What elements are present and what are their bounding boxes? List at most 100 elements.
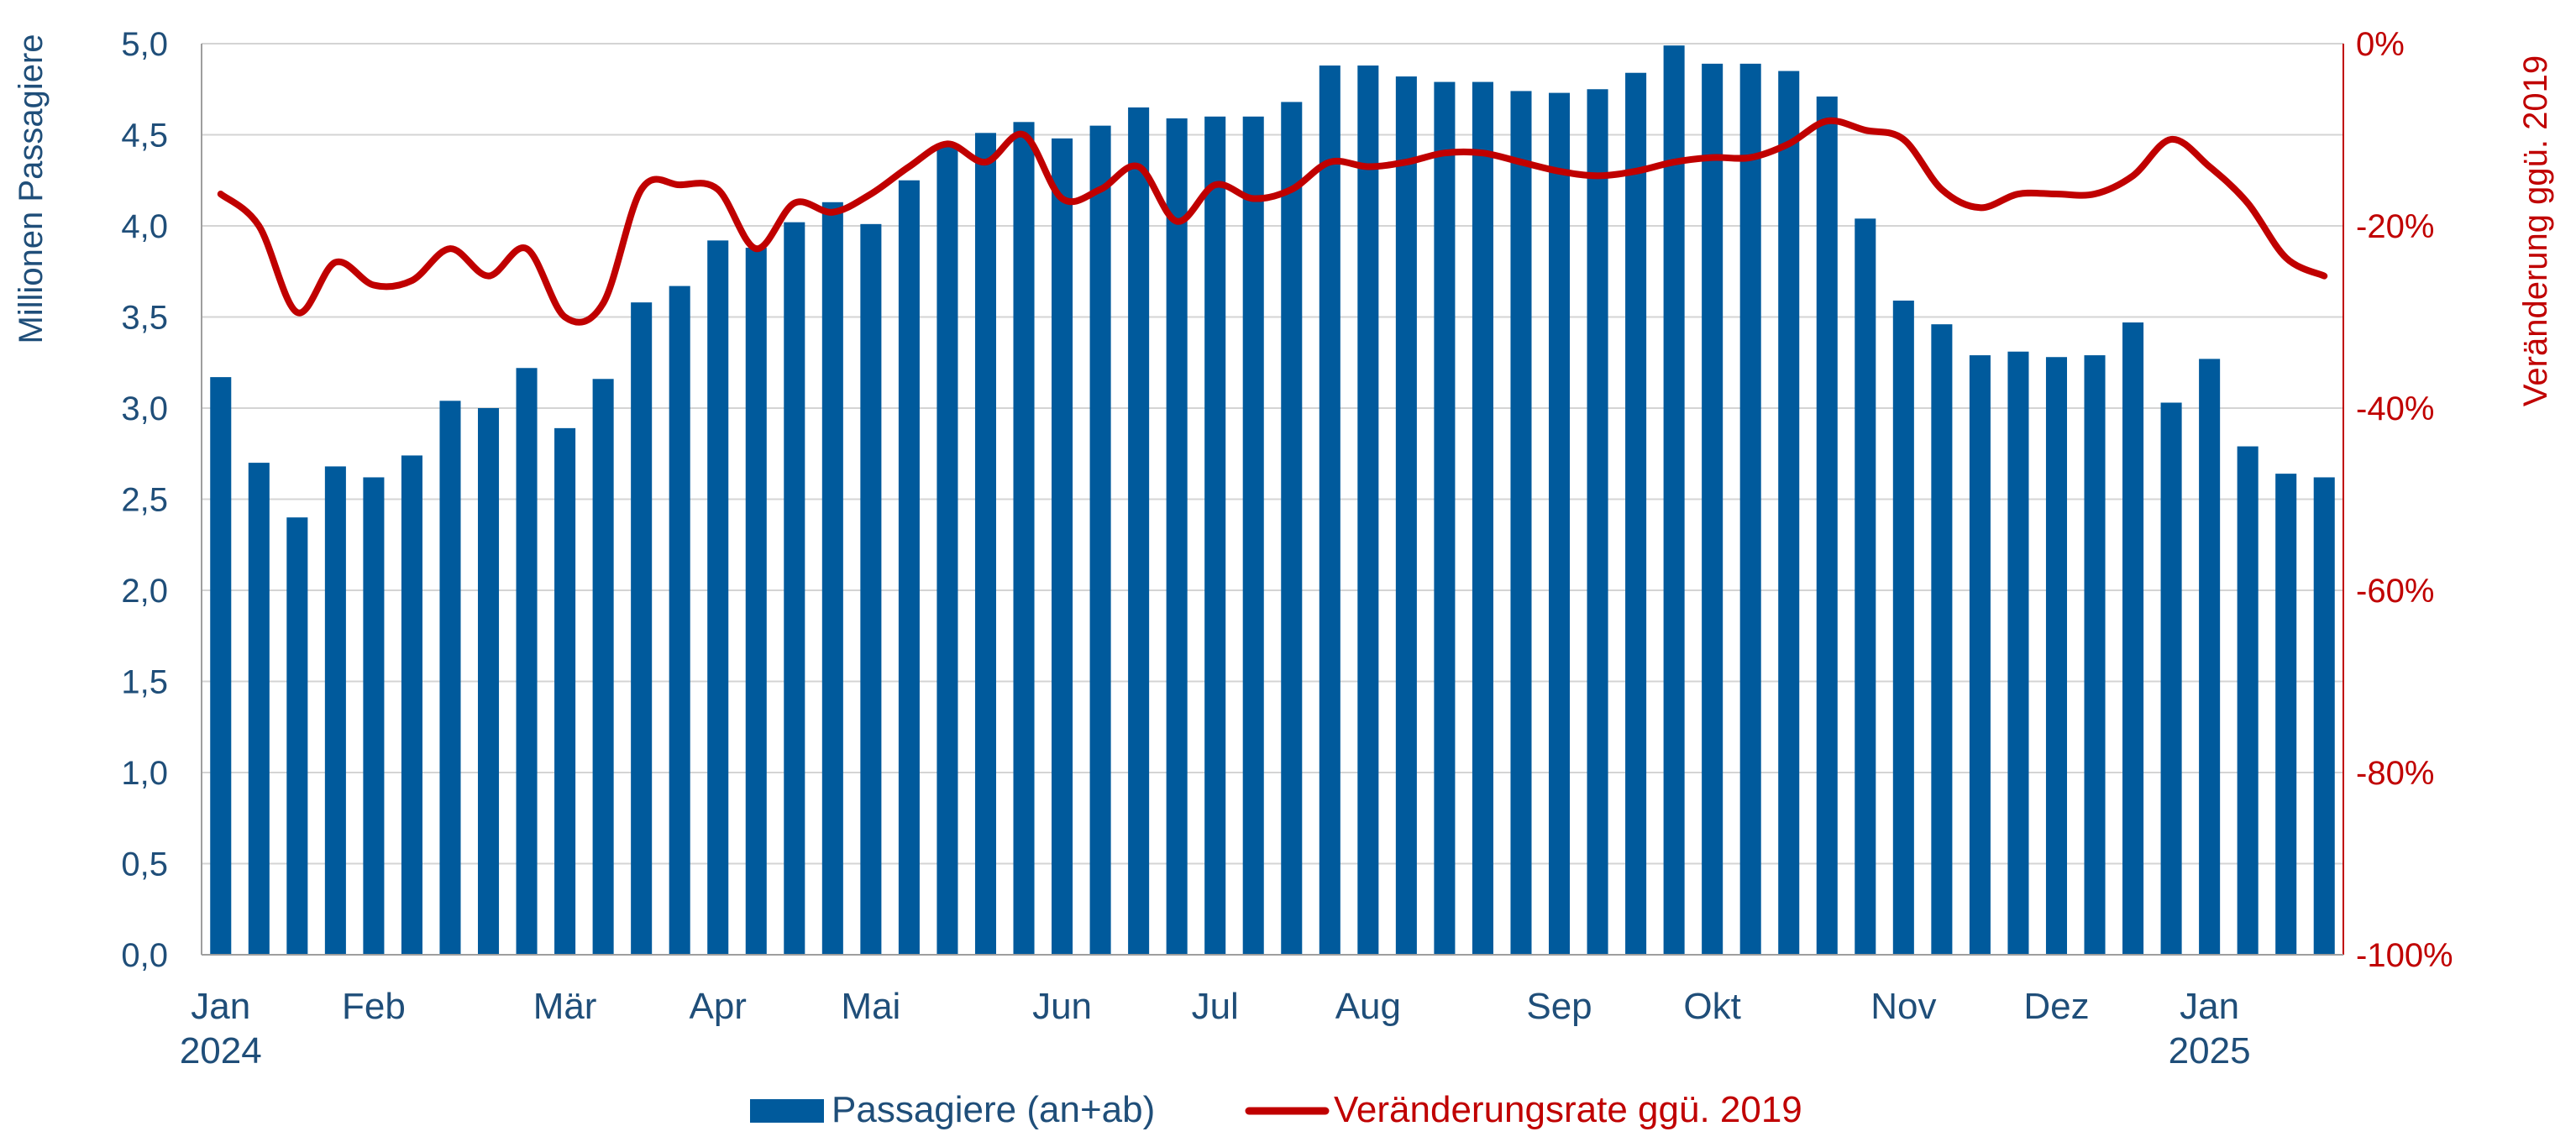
bar: [707, 240, 729, 955]
bar: [2007, 351, 2029, 956]
y-tick-label: 0,0: [121, 937, 168, 974]
bar: [363, 477, 385, 955]
bar: [2313, 477, 2335, 955]
x-tick-label: Jan: [2180, 986, 2239, 1027]
y-tick-label: 3,0: [121, 390, 168, 427]
x-tick-label: Jan: [191, 986, 250, 1027]
x-tick-label: Sep: [1526, 986, 1592, 1027]
bar: [898, 180, 920, 955]
bar: [1242, 116, 1264, 956]
y-tick-label: 1,5: [121, 664, 168, 701]
bar: [1434, 81, 1456, 956]
bar: [860, 223, 882, 956]
bar: [324, 466, 346, 955]
bar: [1816, 96, 1838, 956]
bar: [1281, 102, 1303, 955]
y2-tick-label: -100%: [2356, 937, 2453, 974]
y-tick-label: 2,0: [121, 573, 168, 610]
bar: [974, 133, 997, 955]
axes: [201, 44, 2344, 956]
bar: [821, 202, 843, 956]
bar: [1052, 138, 1073, 956]
y2-tick-label: 0%: [2356, 26, 2405, 63]
bar: [1625, 72, 1647, 956]
x-tick-label: Aug: [1335, 986, 1401, 1027]
y-tick-label: 4,5: [121, 118, 168, 155]
x-year-label: 2024: [180, 1030, 262, 1071]
x-tick-label: Dez: [2023, 986, 2089, 1027]
bar: [210, 377, 232, 955]
bar: [1357, 65, 1379, 955]
bar: [1395, 76, 1417, 955]
bar: [554, 427, 576, 955]
bar: [631, 302, 653, 955]
legend-bar-label: Passagiere (an+ab): [832, 1089, 1155, 1130]
bar: [2199, 359, 2221, 955]
y-tick-label: 3,5: [121, 300, 168, 337]
bar: [1089, 125, 1111, 955]
x-tick-label: Nov: [1870, 986, 1936, 1027]
y-tick-label: 2,5: [121, 482, 168, 519]
bar: [1319, 65, 1340, 955]
bar: [1587, 89, 1608, 955]
bar: [1166, 118, 1188, 956]
y2-axis-title: Veränderung ggü. 2019: [2517, 55, 2554, 406]
bar: [248, 463, 270, 955]
bar: [286, 517, 308, 955]
bar: [1892, 300, 1914, 956]
bar: [1969, 355, 1991, 955]
bar: [401, 455, 422, 955]
x-tick-label: Jun: [1032, 986, 1092, 1027]
bar: [2084, 355, 2106, 955]
x-tick-label: Mai: [841, 986, 900, 1027]
legend-bar-swatch: [750, 1099, 824, 1123]
right-tick-labels: -100% -80% -60% -40% -20% 0%: [2356, 26, 2453, 974]
bar: [439, 401, 461, 955]
bar: [1472, 81, 1493, 956]
y-axis-title: Millionen Passagiere: [13, 34, 50, 343]
bar: [669, 286, 690, 955]
y-tick-label: 4,0: [121, 208, 168, 245]
bar: [2045, 357, 2068, 955]
bar: [1128, 107, 1150, 955]
y-tick-label: 0,5: [121, 846, 168, 883]
bar: [745, 248, 767, 955]
y-tick-label: 1,0: [121, 755, 168, 792]
bar: [1855, 218, 1876, 955]
bar: [477, 408, 500, 955]
bar: [2122, 322, 2144, 955]
bar: [1931, 324, 1953, 955]
line-path: [217, 117, 2328, 326]
y2-tick-label: -20%: [2356, 208, 2434, 245]
y2-tick-label: -60%: [2356, 573, 2434, 610]
bar: [2160, 402, 2182, 955]
y2-tick-label: -40%: [2356, 390, 2434, 427]
bar: [1510, 91, 1532, 955]
bar: [2237, 446, 2259, 955]
bar: [516, 368, 538, 955]
legend-line-label: Veränderungsrate ggü. 2019: [1334, 1089, 1802, 1130]
bar: [1739, 63, 1761, 956]
bar: [1663, 45, 1685, 955]
bar: [784, 222, 805, 955]
bar: [1013, 122, 1035, 955]
bar: [1548, 92, 1571, 956]
bar: [592, 379, 614, 955]
y-tick-label: 5,0: [121, 26, 168, 63]
bar: [2275, 474, 2297, 955]
y2-tick-label: -80%: [2356, 755, 2434, 792]
x-tick-label: Apr: [689, 986, 746, 1027]
x-tick-label: Feb: [342, 986, 406, 1027]
x-tick-label: Okt: [1683, 986, 1740, 1027]
x-tick-label: Mär: [533, 986, 597, 1027]
bar: [936, 144, 958, 956]
left-tick-labels: 0,0 0,5 1,0 1,5 2,0 2,5 3,0 3,5 4,0 4,5 5,0: [121, 26, 168, 974]
line-series: [217, 117, 2328, 326]
bar-series: [210, 45, 2335, 956]
bar: [1778, 71, 1800, 955]
bar: [1204, 116, 1226, 956]
bar: [1702, 63, 1723, 956]
legend: Passagiere (an+ab) Veränderungsrate ggü.…: [750, 1089, 1802, 1130]
